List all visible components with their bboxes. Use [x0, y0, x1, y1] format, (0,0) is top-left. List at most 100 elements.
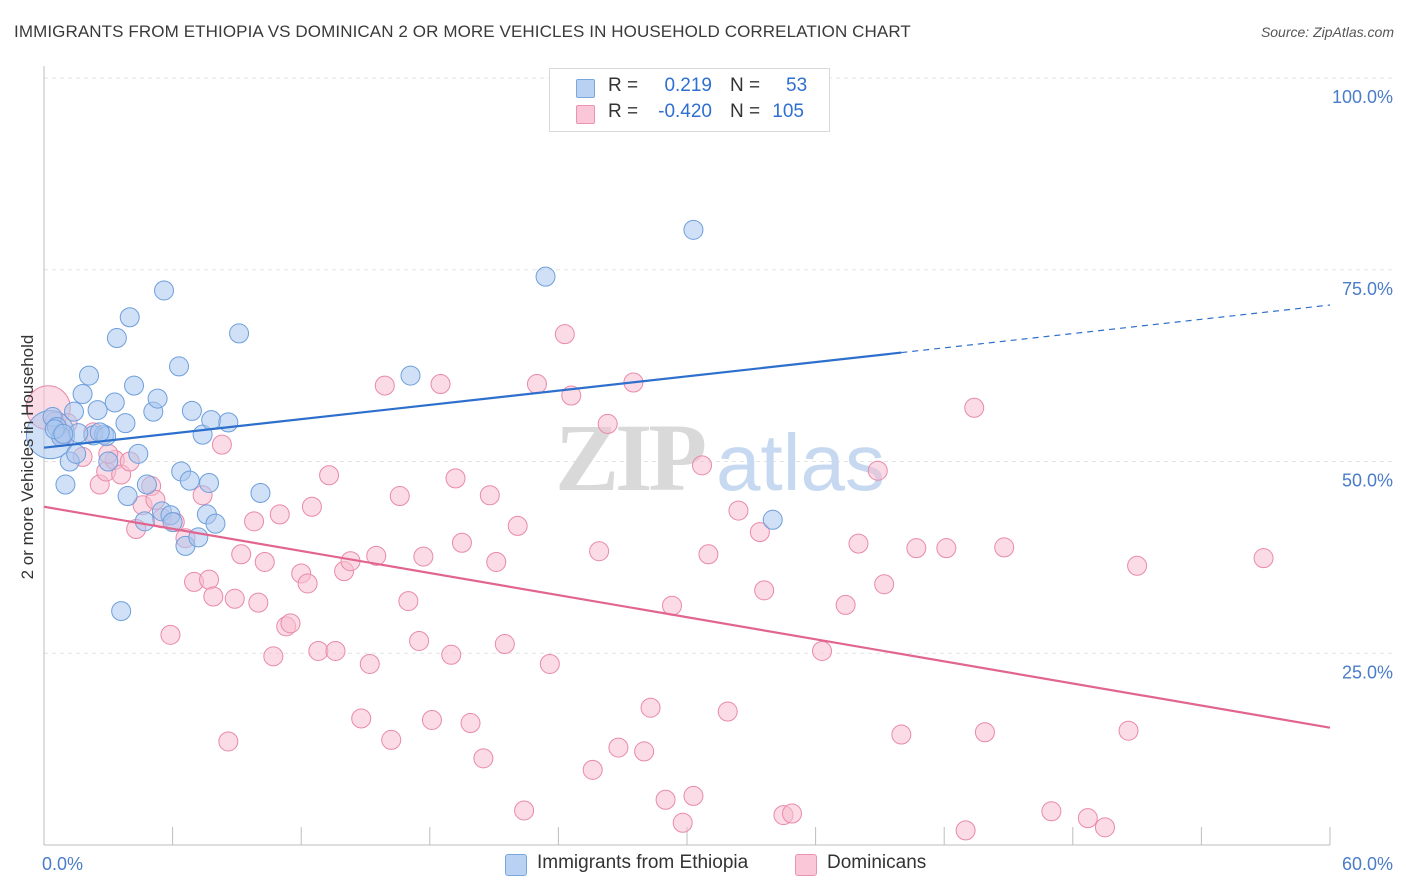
dominicans-point [280, 613, 301, 634]
dominicans-point [381, 729, 402, 750]
ethiopia-point [250, 482, 271, 503]
dominicans-points [25, 324, 1274, 841]
ethiopia-point [199, 472, 220, 493]
ethiopia-point [119, 307, 140, 328]
dominicans-point [224, 588, 245, 609]
ethiopia-point [136, 474, 157, 495]
ethiopia-point [134, 511, 155, 532]
ethiopia-point [89, 422, 110, 443]
dominicans-point [366, 545, 387, 566]
legend-swatch-ethiopia [576, 79, 595, 98]
legend-row-dominicans: R = -0.420 N = 105 [550, 101, 829, 127]
watermark-zip: ZIP [555, 404, 704, 511]
legend-n-label: N = [730, 101, 761, 122]
dominicans-point [539, 653, 560, 674]
dominicans-point [848, 533, 869, 554]
dominicans-point [199, 569, 220, 590]
dominicans-point [867, 460, 888, 481]
dominicans-point [955, 820, 976, 841]
chart-title: IMMIGRANTS FROM ETHIOPIA VS DOMINICAN 2 … [14, 22, 911, 41]
dominicans-point [1094, 817, 1115, 838]
ethiopia-point [201, 410, 222, 431]
dominicans-point [1077, 808, 1098, 829]
dominicans-point [717, 701, 738, 722]
dominicans-point [351, 708, 372, 729]
dominicans-point [1118, 720, 1139, 741]
dominicans-point [359, 653, 380, 674]
correlation-legend: R = 0.219 N = 53 R = -0.420 N = 105 [549, 68, 830, 132]
dominicans-point [244, 511, 265, 532]
dominicans-point [479, 485, 500, 506]
dominicans-point [218, 731, 239, 752]
ethiopia-point [55, 474, 76, 495]
y-tick-label: 75.0% [1342, 279, 1393, 299]
ethiopia-point [762, 509, 783, 530]
y-tick-label: 100.0% [1332, 87, 1393, 107]
ethiopia-point [181, 400, 202, 421]
dominicans-point [160, 624, 181, 645]
dominicans-point [994, 537, 1015, 558]
dominicans-point [728, 500, 749, 521]
watermark-atlas: atlas [716, 418, 885, 507]
legend-r-label: R = [608, 75, 639, 96]
legend-row-ethiopia: R = 0.219 N = 53 [550, 75, 829, 101]
ethiopia-point [98, 451, 119, 472]
dominicans-point [308, 640, 329, 661]
watermark: ZIP atlas [555, 404, 885, 511]
ethiopia-point [229, 323, 250, 344]
legend-r-value-dominicans: -0.420 [658, 101, 712, 122]
dominicans-point [634, 741, 655, 762]
legend-n-value-ethiopia: 53 [786, 75, 808, 96]
dominicans-point [254, 551, 275, 572]
ethiopia-point [117, 486, 138, 507]
trend-lines [43, 304, 1331, 729]
dominicans-point [494, 634, 515, 655]
dominicans-point [248, 592, 269, 613]
ethiopia-point [66, 443, 87, 464]
dominicans-point [460, 713, 481, 734]
ethiopia-point [154, 280, 175, 301]
x-tick-label: 0.0% [42, 854, 83, 874]
dominicans-point [672, 812, 693, 833]
dominicans-point [430, 374, 451, 395]
source-label: Source: ZipAtlas.com [1260, 24, 1394, 40]
ethiopia-point [683, 219, 704, 240]
dominicans-point [964, 397, 985, 418]
ethiopia-point [79, 365, 100, 386]
ethiopia-point [169, 356, 190, 377]
dominicans-point [608, 737, 629, 758]
dominicans-point [1253, 548, 1274, 569]
legend-swatch-ethiopia [505, 854, 527, 876]
legend-swatch-dominicans [576, 105, 595, 124]
legend-label-dominicans: Dominicans [827, 852, 927, 873]
dominicans-point [683, 785, 704, 806]
dominicans-point [421, 709, 442, 730]
ethiopia-point [106, 328, 127, 349]
dominicans-point [782, 803, 803, 824]
dominicans-point [263, 646, 284, 667]
ethiopia-trend-line [43, 351, 902, 449]
dominicans-point [936, 538, 957, 559]
dominicans-point [325, 640, 346, 661]
ethiopia-point [87, 400, 108, 421]
dominicans-point [1127, 555, 1148, 576]
dominicans-point [486, 551, 507, 572]
dominicans-point [211, 434, 232, 455]
ethiopia-point [205, 513, 226, 534]
dominicans-point [640, 697, 661, 718]
dominicans-point [231, 544, 252, 565]
dominicans-point [526, 374, 547, 395]
dominicans-point [906, 538, 927, 559]
dominicans-point [297, 573, 318, 594]
x-tick-label: 60.0% [1342, 854, 1393, 874]
dominicans-point [1041, 801, 1062, 822]
ethiopia-point [188, 527, 209, 548]
dominicans-point [203, 586, 224, 607]
dominicans-point [692, 455, 713, 476]
dominicans-point [597, 413, 618, 434]
dominicans-point [269, 504, 290, 525]
ethiopia-trend-extension [901, 304, 1331, 354]
ethiopia-point [147, 388, 168, 409]
dominicans-point [554, 324, 575, 345]
dominicans-point [661, 595, 682, 616]
